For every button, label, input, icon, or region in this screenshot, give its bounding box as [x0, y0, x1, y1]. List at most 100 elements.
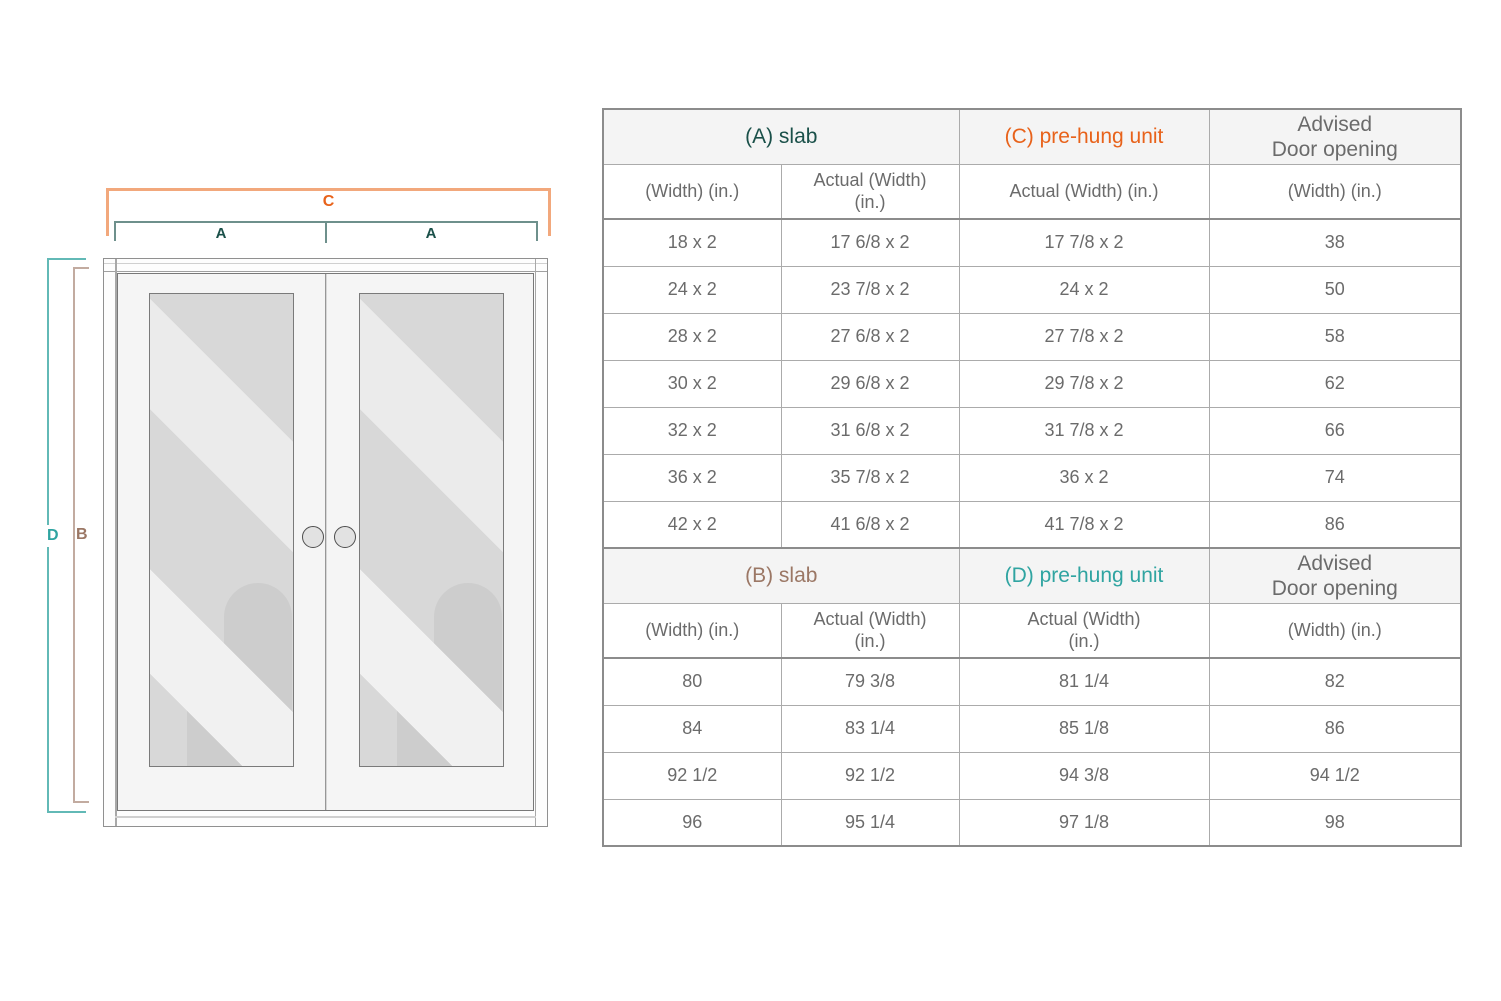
table-cell: 27 6/8 x 2 [780, 312, 960, 361]
door-knob-right [334, 526, 356, 548]
door-meeting-stile-line [324, 274, 327, 810]
table-cell: 41 6/8 x 2 [780, 500, 960, 549]
bracket-a-center-tick [325, 223, 327, 243]
table-cell: 29 6/8 x 2 [780, 359, 960, 408]
table-cell: 83 1/4 [780, 704, 960, 753]
table-cell: 92 1/2 [780, 751, 960, 800]
table-cell: 42 x 2 [602, 500, 782, 549]
glass-reflection-stripe [360, 294, 503, 766]
section-title-advised-opening: Advised Door opening [1208, 108, 1462, 165]
section-b-subheader-row: (Width) (in.) Actual (Width) (in.) Actua… [602, 602, 1462, 659]
table-row: 18 x 2 17 6/8 x 2 17 7/8 x 2 38 [602, 218, 1462, 267]
table-cell: 92 1/2 [602, 751, 782, 800]
glass-panel-left [149, 293, 294, 767]
table-row: 80 79 3/8 81 1/4 82 [602, 657, 1462, 706]
width-bracket-c: C [106, 188, 551, 236]
table-cell: 17 7/8 x 2 [958, 218, 1210, 267]
height-bracket-b: B [73, 267, 89, 803]
column-header: Actual (Width) (in.) [958, 163, 1210, 220]
table-cell: 81 1/4 [958, 657, 1210, 706]
table-cell: 18 x 2 [602, 218, 782, 267]
door-sill-line [115, 816, 536, 818]
section-a-title-row: (A) slab (C) pre-hung unit Advised Door … [602, 108, 1462, 165]
section-title-a-slab: (A) slab [602, 108, 960, 165]
bracket-a-right-label: A [425, 225, 437, 242]
table-cell: 96 [602, 798, 782, 847]
bracket-b-label: B [75, 524, 89, 546]
column-header: (Width) (in.) [1208, 163, 1462, 220]
table-cell: 74 [1208, 453, 1462, 502]
table-cell: 31 7/8 x 2 [958, 406, 1210, 455]
door-size-table: (A) slab (C) pre-hung unit Advised Door … [602, 108, 1463, 847]
table-row: 92 1/2 92 1/2 94 3/8 94 1/2 [602, 751, 1462, 800]
bracket-d-label: D [46, 524, 60, 547]
column-header: Actual (Width) (in.) [958, 602, 1210, 659]
table-row: 28 x 2 27 6/8 x 2 27 7/8 x 2 58 [602, 312, 1462, 361]
table-cell: 94 3/8 [958, 751, 1210, 800]
table-row: 96 95 1/4 97 1/8 98 [602, 798, 1462, 847]
table-row: 42 x 2 41 6/8 x 2 41 7/8 x 2 86 [602, 500, 1462, 549]
table-cell: 36 x 2 [602, 453, 782, 502]
table-cell: 28 x 2 [602, 312, 782, 361]
table-cell: 58 [1208, 312, 1462, 361]
bracket-c-label: C [322, 193, 335, 210]
table-cell: 24 x 2 [958, 265, 1210, 314]
table-cell: 23 7/8 x 2 [780, 265, 960, 314]
table-cell: 86 [1208, 500, 1462, 549]
door-right-jamb-line [534, 259, 536, 826]
glass-panel-right [359, 293, 504, 767]
section-title-c-prehung: (C) pre-hung unit [958, 108, 1210, 165]
table-cell: 95 1/4 [780, 798, 960, 847]
table-cell: 41 7/8 x 2 [958, 500, 1210, 549]
table-cell: 31 6/8 x 2 [780, 406, 960, 455]
column-header: (Width) (in.) [602, 602, 782, 659]
glass-reflection-stripe [150, 294, 293, 766]
table-cell: 80 [602, 657, 782, 706]
table-cell: 79 3/8 [780, 657, 960, 706]
table-cell: 86 [1208, 704, 1462, 753]
table-cell: 98 [1208, 798, 1462, 847]
door-frame [103, 258, 548, 827]
table-cell: 29 7/8 x 2 [958, 359, 1210, 408]
table-cell: 32 x 2 [602, 406, 782, 455]
table-row: 30 x 2 29 6/8 x 2 29 7/8 x 2 62 [602, 359, 1462, 408]
table-cell: 17 6/8 x 2 [780, 218, 960, 267]
table-cell: 36 x 2 [958, 453, 1210, 502]
table-cell: 62 [1208, 359, 1462, 408]
section-a-subheader-row: (Width) (in.) Actual (Width) (in.) Actua… [602, 163, 1462, 220]
double-door-slabs [117, 273, 534, 811]
column-header: Actual (Width) (in.) [780, 163, 960, 220]
table-row: 84 83 1/4 85 1/8 86 [602, 704, 1462, 753]
table-cell: 27 7/8 x 2 [958, 312, 1210, 361]
table-cell: 35 7/8 x 2 [780, 453, 960, 502]
column-header: (Width) (in.) [1208, 602, 1462, 659]
table-cell: 24 x 2 [602, 265, 782, 314]
table-cell: 66 [1208, 406, 1462, 455]
door-head-trim-line [104, 263, 547, 264]
table-cell: 97 1/8 [958, 798, 1210, 847]
table-cell: 82 [1208, 657, 1462, 706]
table-cell: 84 [602, 704, 782, 753]
bracket-a-left-label: A [215, 225, 227, 242]
door-knob-left [302, 526, 324, 548]
table-cell: 94 1/2 [1208, 751, 1462, 800]
column-header: Actual (Width) (in.) [780, 602, 960, 659]
table-row: 24 x 2 23 7/8 x 2 24 x 2 50 [602, 265, 1462, 314]
door-head-jamb-line [104, 271, 547, 272]
section-title-advised-opening: Advised Door opening [1208, 547, 1462, 604]
table-cell: 85 1/8 [958, 704, 1210, 753]
section-b-title-row: (B) slab (D) pre-hung unit Advised Door … [602, 547, 1462, 604]
table-cell: 50 [1208, 265, 1462, 314]
table-row: 32 x 2 31 6/8 x 2 31 7/8 x 2 66 [602, 406, 1462, 455]
table-row: 36 x 2 35 7/8 x 2 36 x 2 74 [602, 453, 1462, 502]
table-cell: 30 x 2 [602, 359, 782, 408]
column-header: (Width) (in.) [602, 163, 782, 220]
section-b-body: 80 79 3/8 81 1/4 82 84 83 1/4 85 1/8 86 92 1/2 92… [602, 657, 1462, 847]
height-bracket-d: D [46, 258, 86, 813]
width-bracket-a: A A [114, 221, 538, 243]
section-title-b-slab: (B) slab [602, 547, 960, 604]
door-left-jamb-line [115, 259, 117, 826]
section-title-d-prehung: (D) pre-hung unit [958, 547, 1210, 604]
section-a-body: 18 x 2 17 6/8 x 2 17 7/8 x 2 38 24 x 2 23 7/8… [602, 218, 1462, 549]
